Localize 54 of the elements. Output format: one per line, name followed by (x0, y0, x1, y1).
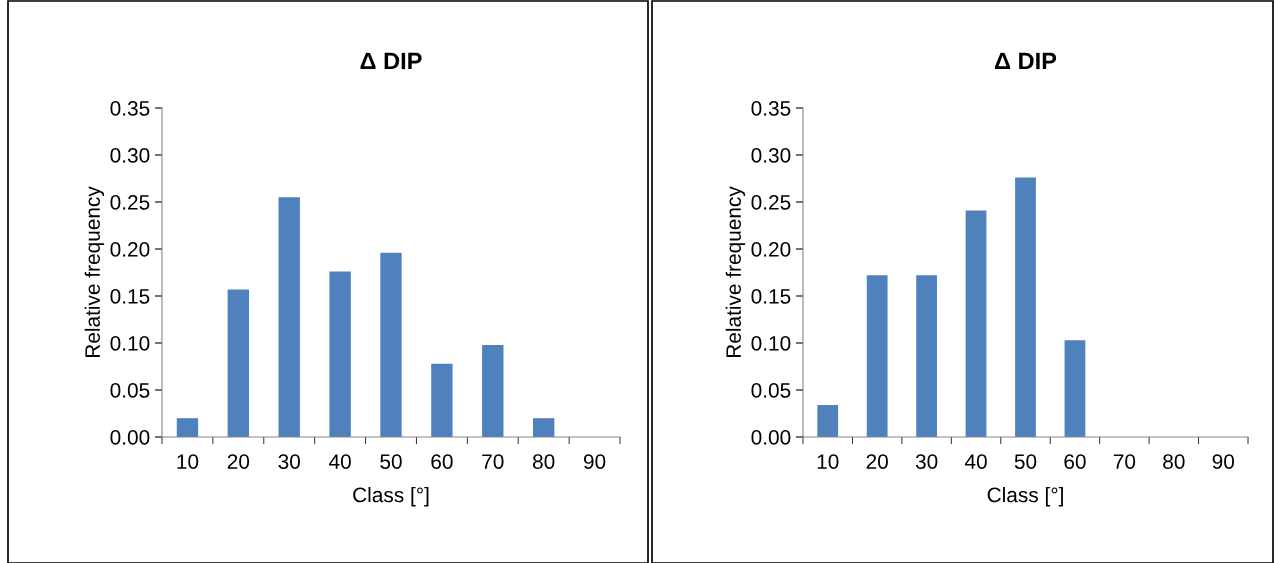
y-tick-label: 0.05 (110, 383, 150, 398)
y-tick-label: 0.30 (110, 148, 150, 163)
y-tick-label: 0.30 (751, 148, 791, 163)
x-tick-label: 50 (1014, 454, 1037, 469)
bar (380, 252, 402, 437)
x-tick-label: 80 (1163, 454, 1185, 469)
bar (278, 197, 300, 437)
chart-title: Δ DIP (360, 52, 422, 70)
y-tick-label: 0.35 (751, 101, 791, 116)
x-tick-label: 70 (482, 454, 504, 469)
x-tick-label: 90 (583, 454, 606, 469)
y-tick-label: 0.20 (751, 242, 791, 257)
y-tick-label: 0.10 (110, 336, 150, 351)
x-axis-title: Class [°] (353, 486, 429, 507)
x-tick-label: 40 (964, 454, 987, 469)
y-tick-label: 0.15 (751, 289, 791, 304)
y-tick-label: 0.00 (110, 430, 150, 445)
bar (329, 271, 351, 437)
bar (965, 210, 987, 437)
y-tick-label: 0.25 (110, 195, 150, 210)
x-tick-label: 10 (817, 454, 839, 469)
y-axis-title: Relative frequency (725, 186, 746, 358)
x-tick-label: 30 (915, 454, 938, 469)
bar (227, 289, 250, 437)
chart-title: Δ DIP (995, 52, 1057, 70)
x-tick-label: 80 (532, 454, 555, 469)
x-tick-label: 50 (380, 454, 402, 469)
x-tick-label: 70 (1113, 454, 1136, 469)
y-tick-label: 0.35 (110, 101, 150, 116)
x-tick-label: 20 (866, 454, 888, 469)
y-tick-label: 0.10 (751, 336, 791, 351)
y-tick-label: 0.20 (110, 242, 150, 257)
y-tick-label: 0.00 (751, 430, 791, 445)
x-axis-title: Class [°] (987, 486, 1063, 507)
bar (482, 344, 504, 437)
x-tick-label: 90 (1212, 454, 1235, 469)
y-tick-label: 0.15 (110, 289, 150, 304)
bar (1015, 177, 1036, 437)
bar (1064, 340, 1086, 437)
bar (916, 275, 937, 437)
x-tick-label: 60 (1064, 454, 1086, 469)
x-tick-label: 30 (278, 454, 300, 469)
y-axis-title: Relative frequency (84, 186, 105, 358)
y-tick-label: 0.05 (751, 383, 791, 398)
y-tick-label: 0.25 (751, 195, 791, 210)
bar (431, 363, 453, 437)
x-tick-label: 10 (177, 454, 199, 469)
x-tick-label: 60 (431, 454, 453, 469)
bar (176, 418, 199, 437)
x-tick-label: 40 (329, 454, 351, 469)
bar (866, 275, 888, 437)
bar (532, 418, 555, 437)
x-tick-label: 20 (227, 454, 250, 469)
bar (817, 405, 839, 437)
